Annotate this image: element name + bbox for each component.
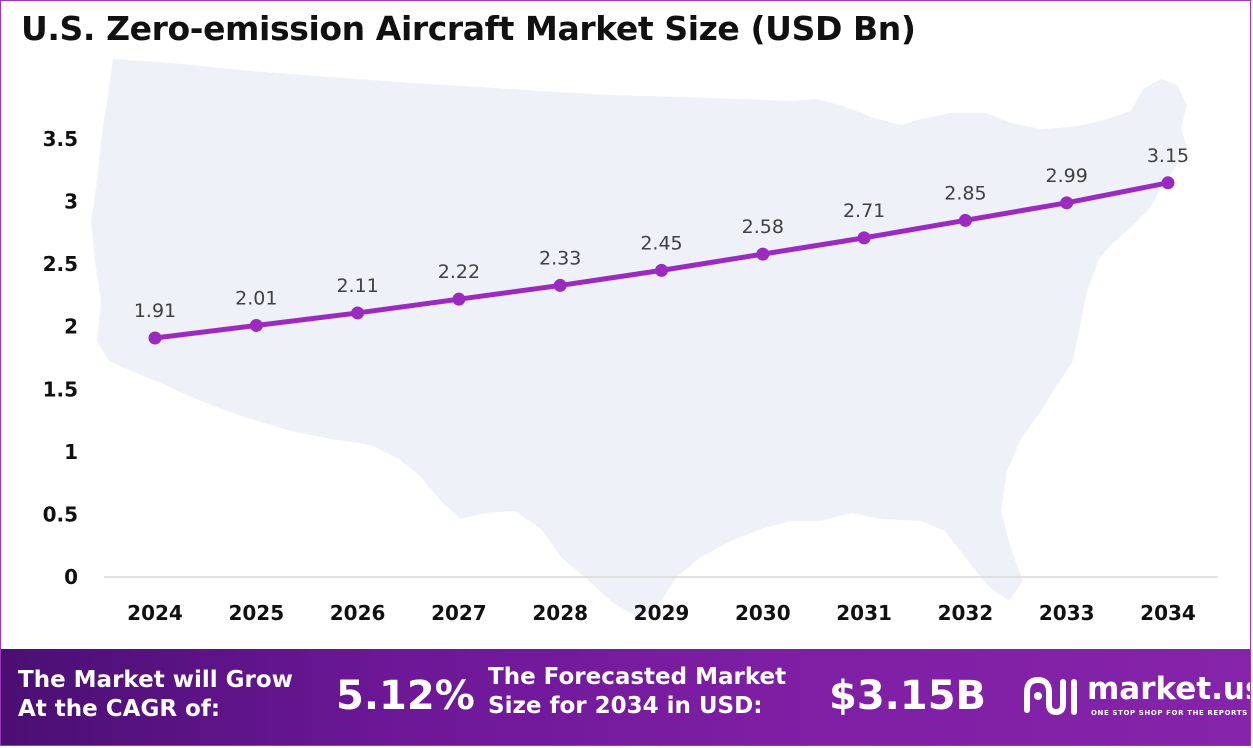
data-label: 2.45 bbox=[640, 232, 682, 254]
data-point bbox=[249, 318, 263, 332]
chart-title: U.S. Zero-emission Aircraft Market Size … bbox=[21, 9, 916, 48]
axis-layer: 0 0.5 1 1.5 2 2.5 3 3.5 2024 2025 2026 2027 2028 2029… bbox=[43, 127, 1218, 625]
cagr-value: 5.12% bbox=[336, 673, 475, 719]
summary-banner: The Market will Grow At the CAGR of: 5.1… bbox=[1, 649, 1251, 745]
data-label: 2.22 bbox=[438, 261, 480, 283]
x-tick-label: 2029 bbox=[634, 601, 690, 625]
y-tick-label: 0 bbox=[64, 565, 78, 589]
cagr-label: The Market will Grow At the CAGR of: bbox=[18, 667, 293, 722]
y-tick-label: 3 bbox=[64, 190, 78, 214]
data-label: 2.01 bbox=[235, 287, 277, 309]
x-tick-label: 2026 bbox=[330, 601, 386, 625]
x-tick-label: 2032 bbox=[938, 601, 994, 625]
data-label: 2.11 bbox=[336, 275, 378, 297]
data-point bbox=[148, 331, 162, 345]
data-label: 1.91 bbox=[134, 300, 176, 322]
brand-tagline: ONE STOP SHOP FOR THE REPORTS bbox=[1091, 709, 1248, 717]
x-tick-label: 2028 bbox=[532, 601, 588, 625]
data-point bbox=[1161, 176, 1175, 190]
data-label: 3.15 bbox=[1147, 145, 1189, 167]
data-label: 2.71 bbox=[843, 200, 885, 222]
forecast-label: The Forecasted Market Size for 2034 in U… bbox=[488, 664, 787, 719]
data-point bbox=[655, 263, 668, 277]
forecast-value: $3.15B bbox=[829, 673, 987, 719]
y-tick-label: 1.5 bbox=[43, 377, 78, 401]
data-label: 2.99 bbox=[1046, 165, 1088, 187]
y-tick-label: 2 bbox=[64, 315, 78, 339]
x-tick-label: 2027 bbox=[431, 601, 487, 625]
data-point bbox=[553, 278, 567, 292]
x-tick-label: 2034 bbox=[1140, 601, 1196, 625]
x-tick-label: 2025 bbox=[228, 601, 284, 625]
x-tick-label: 2030 bbox=[735, 601, 791, 625]
data-point bbox=[756, 247, 770, 261]
market-us-logo-icon bbox=[1024, 676, 1077, 716]
x-tick-label: 2031 bbox=[836, 601, 892, 625]
brand-name: market.us bbox=[1087, 671, 1251, 707]
us-map-silhouette bbox=[91, 59, 1187, 619]
data-point bbox=[857, 231, 871, 245]
x-tick-label: 2024 bbox=[127, 601, 183, 625]
data-point bbox=[1060, 196, 1074, 210]
y-tick-label: 2.5 bbox=[43, 252, 78, 276]
marks-layer: 1.91 2.01 2.11 2.22 2.33 2.45 2.58 2.71 2.85 2.99… bbox=[134, 145, 1189, 345]
data-label: 2.85 bbox=[944, 182, 986, 204]
data-point bbox=[351, 306, 365, 320]
data-point bbox=[452, 292, 466, 306]
data-label: 2.58 bbox=[742, 216, 784, 238]
line-chart: 0 0.5 1 1.5 2 2.5 3 3.5 2024 2025 2026 2027 2028 2029… bbox=[43, 59, 1218, 625]
data-label: 2.33 bbox=[539, 247, 581, 269]
x-tick-label: 2033 bbox=[1039, 601, 1095, 625]
y-tick-label: 1 bbox=[64, 440, 78, 464]
data-point bbox=[958, 213, 972, 227]
y-tick-label: 0.5 bbox=[43, 502, 78, 526]
y-tick-label: 3.5 bbox=[43, 127, 78, 151]
